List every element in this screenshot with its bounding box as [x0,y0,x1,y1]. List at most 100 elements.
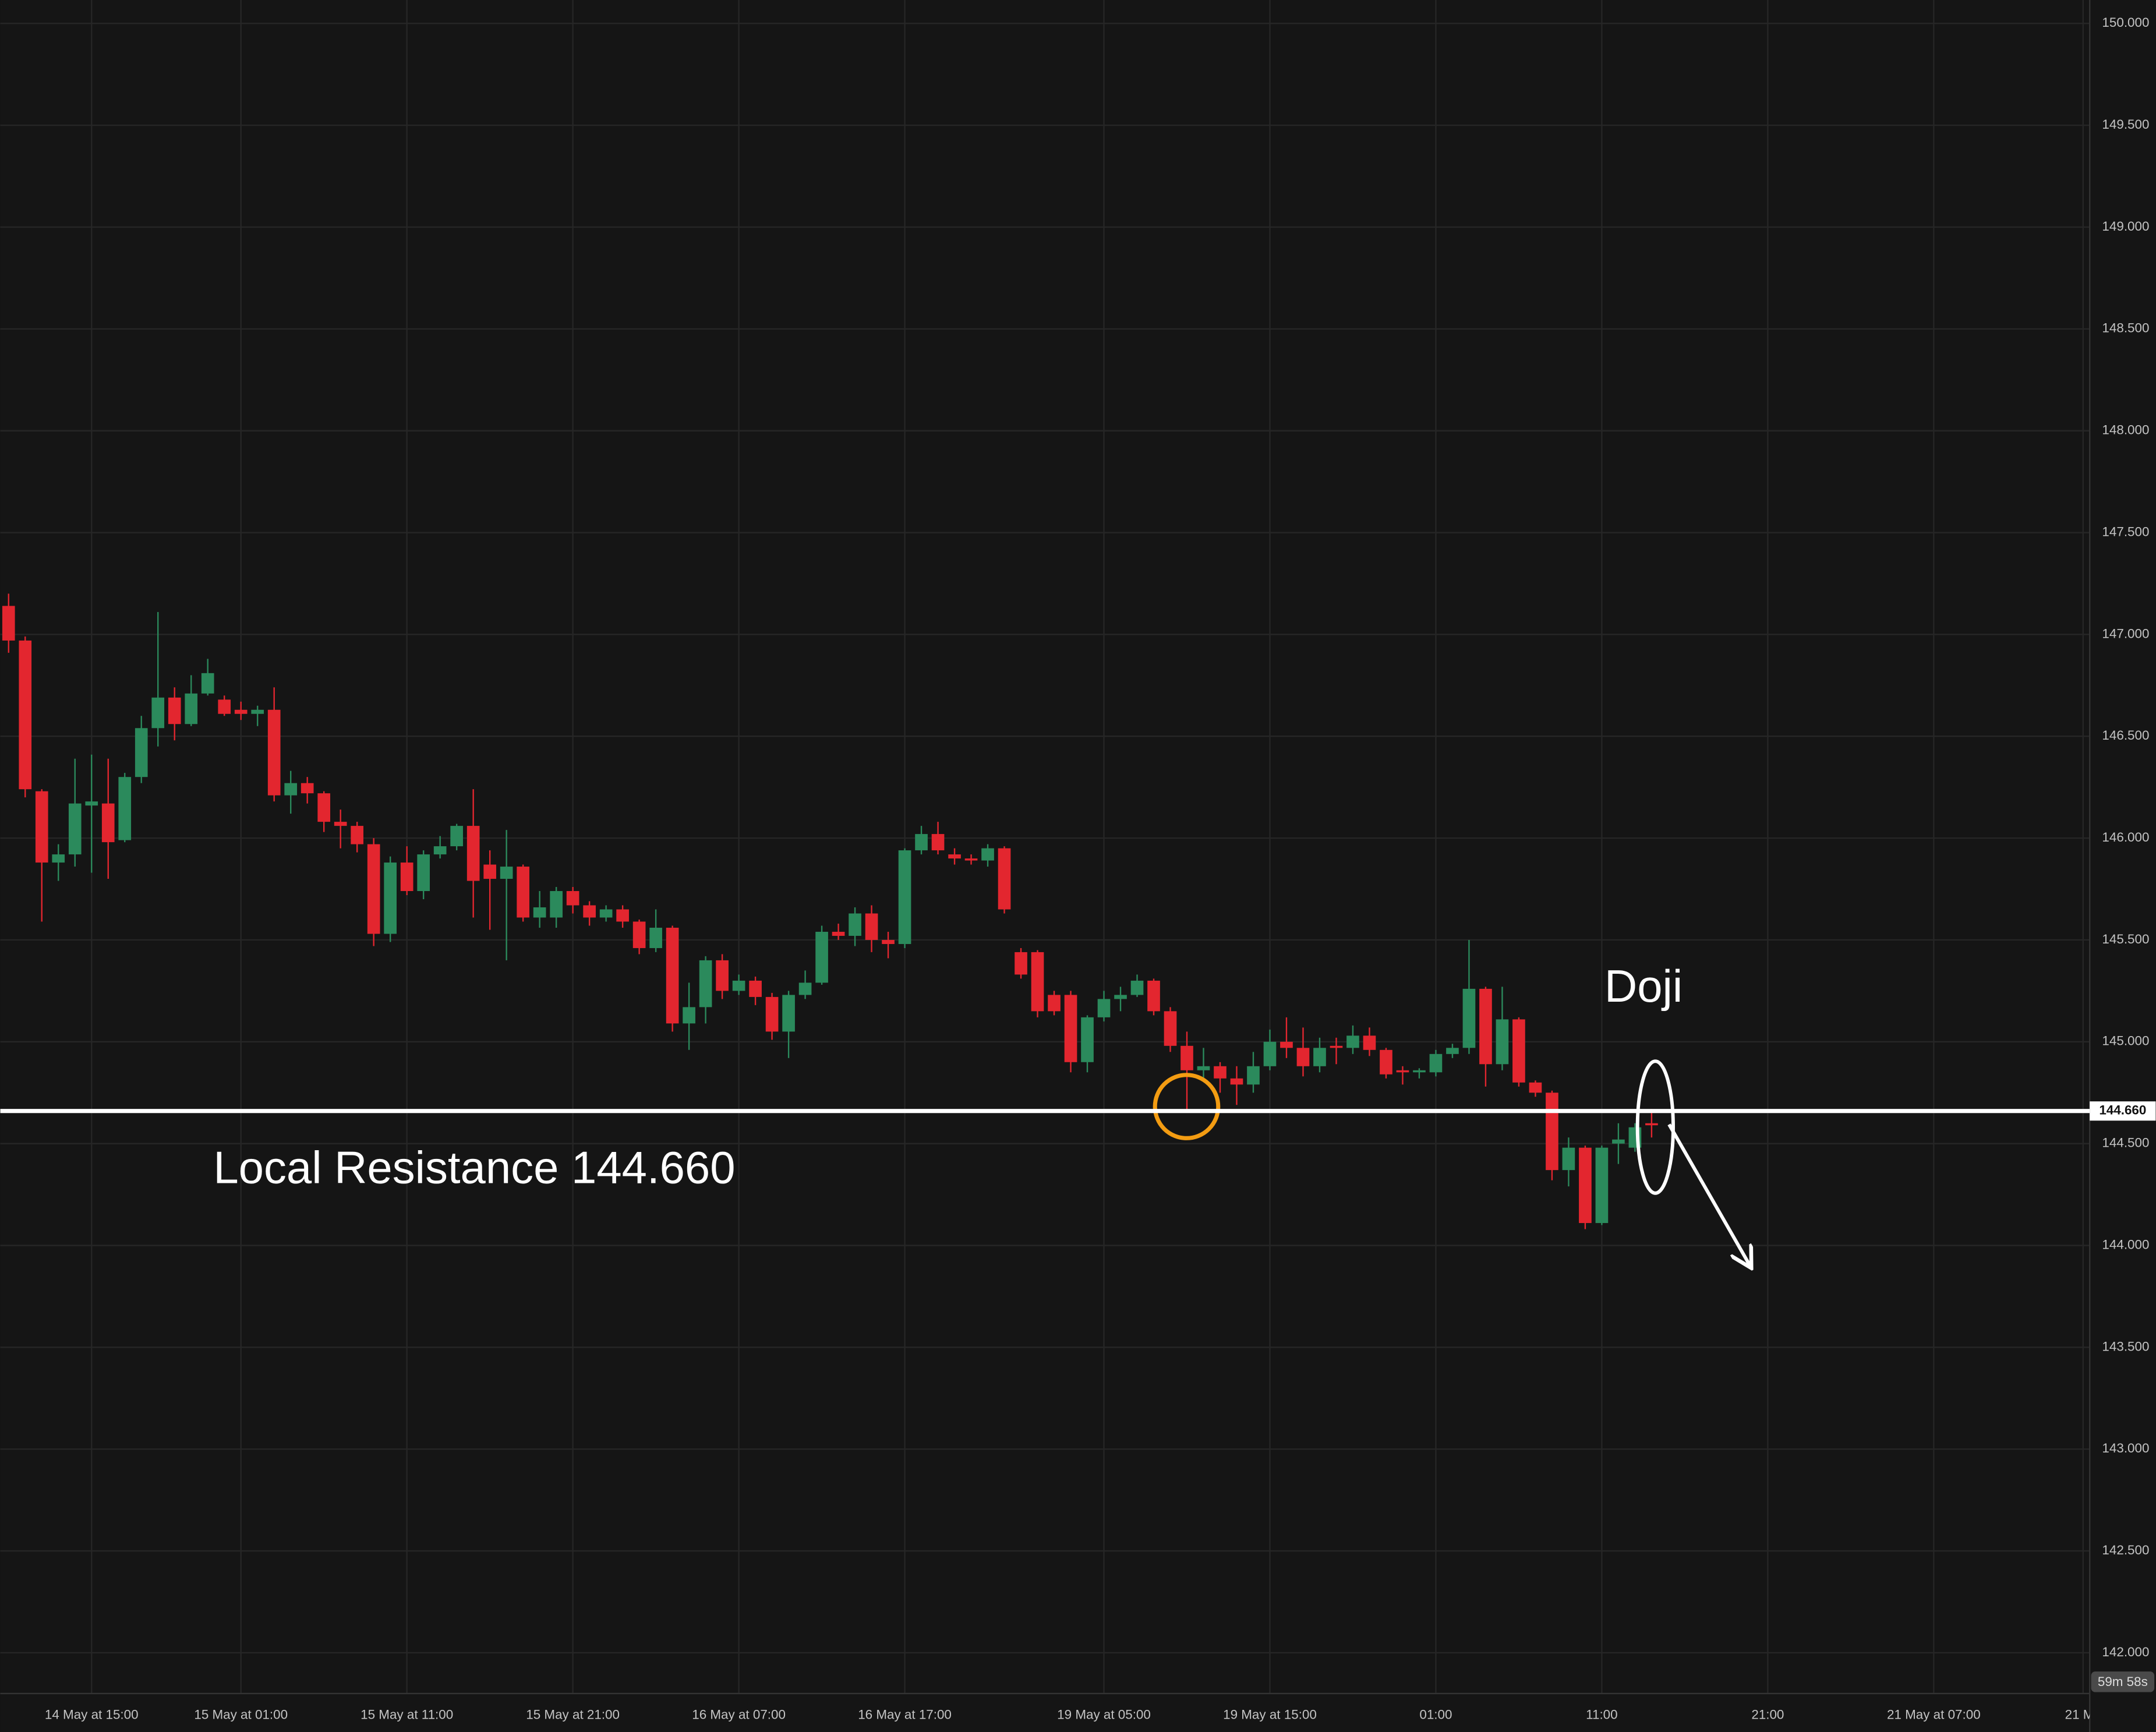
candle-body [168,697,181,724]
y-tick-label: 149.500 [2102,117,2149,132]
x-tick-label: 21 May at 07:00 [1887,1708,1981,1722]
candle-body [384,863,397,934]
candle-body [367,844,380,934]
candle-body [400,863,413,892]
candle-body [85,801,98,806]
candle-body [815,931,828,983]
candle-body [1015,952,1027,975]
candle-body [2,606,15,641]
candle-body [1529,1082,1542,1093]
candle-body [1429,1054,1443,1073]
y-tick-label: 145.500 [2102,932,2149,946]
candle-body [1197,1066,1210,1070]
candle-body [1446,1048,1459,1054]
resistance-label: Local Resistance 144.660 [213,1142,735,1193]
doji-ellipse [1635,1059,1675,1195]
candle-body [616,909,629,922]
candle-body [1330,1045,1343,1048]
y-tick-label: 146.500 [2102,728,2149,743]
candle-body [1396,1070,1409,1073]
candle-body [1579,1147,1592,1224]
candle-body [466,826,480,881]
candle-body [998,848,1011,910]
candle-body [101,803,115,843]
candle-body [52,854,65,863]
candle-body [1645,1123,1658,1126]
candle-body [1296,1048,1310,1066]
candle-body [849,913,861,936]
y-tick-label: 143.000 [2102,1441,2149,1455]
candle-body [517,867,529,918]
candle-body [1031,952,1044,1012]
candle-body [334,822,347,826]
candle-body [1214,1066,1227,1079]
candle-body [865,913,878,940]
candle-body [1114,995,1127,999]
candle-body [915,834,928,851]
countdown: 59m 58s [2098,1674,2148,1689]
candle-body [1363,1035,1376,1050]
candle-body [749,980,762,997]
x-tick-label: 21 Ma [2065,1708,2102,1722]
y-tick-label: 150.000 [2102,15,2149,30]
candle-body [1380,1049,1392,1074]
candles [2,593,1658,1229]
candle-body [1346,1035,1359,1048]
candle-body [351,826,364,844]
candle-body [1562,1147,1575,1171]
candle-body [1081,1017,1094,1062]
candle-body [234,709,248,714]
candle-body [948,854,961,859]
candle-body [1595,1147,1609,1224]
candle-body [964,858,978,861]
candle-body [566,891,579,906]
candle-body [1280,1041,1293,1048]
y-tick-label: 147.000 [2102,626,2149,641]
y-tick-label: 148.000 [2102,423,2149,437]
candle-body [1479,988,1492,1065]
candle-body [798,982,812,995]
candle-body [583,905,596,918]
y-tick-label: 145.000 [2102,1034,2149,1048]
candle-body [1263,1041,1277,1066]
candle-body [417,854,430,892]
x-tick-labels: 14 May at 15:00 15 May at 01:00 15 May at … [45,1708,2102,1722]
candle-body [1164,1011,1177,1046]
y-tick-label: 144.500 [2102,1136,2149,1150]
candle-body [218,699,231,714]
candle-body [1181,1045,1193,1070]
candle-body [632,921,646,948]
candle-body [500,867,513,879]
candle-body [35,791,48,863]
candle-body [1147,980,1160,1012]
candle-body [201,673,214,694]
doji-label: Doji [1604,960,1683,1012]
candle-body [1496,1019,1509,1065]
y-tick-label: 148.500 [2102,321,2149,335]
highlight-circle [1153,1073,1221,1140]
candle-body [666,927,679,1024]
candle-body [1413,1070,1426,1073]
x-tick-label: 15 May at 21:00 [526,1708,620,1722]
candle-body [832,931,845,936]
candle-body [931,834,945,851]
down-arrow [1667,1123,1750,1266]
annotations: Local Resistance 144.660 Doji [0,960,2090,1266]
candle-body [699,960,712,1008]
candle-body [1546,1093,1558,1171]
y-tick-label: 146.000 [2102,830,2149,844]
candle-body [599,909,613,918]
candle-body [19,640,32,790]
candle-body [433,846,447,855]
y-tick-label: 149.000 [2102,219,2149,234]
candle-body [317,793,331,822]
candle-body [683,1007,695,1024]
candle-body [301,783,314,794]
x-tick-label: 01:00 [1419,1708,1452,1722]
y-tick-label: 147.500 [2102,524,2149,539]
axes: 142.000 142.500 143.000 143.500 144.000 144.5… [45,15,2156,1722]
x-tick-label: 19 May at 05:00 [1057,1708,1151,1722]
